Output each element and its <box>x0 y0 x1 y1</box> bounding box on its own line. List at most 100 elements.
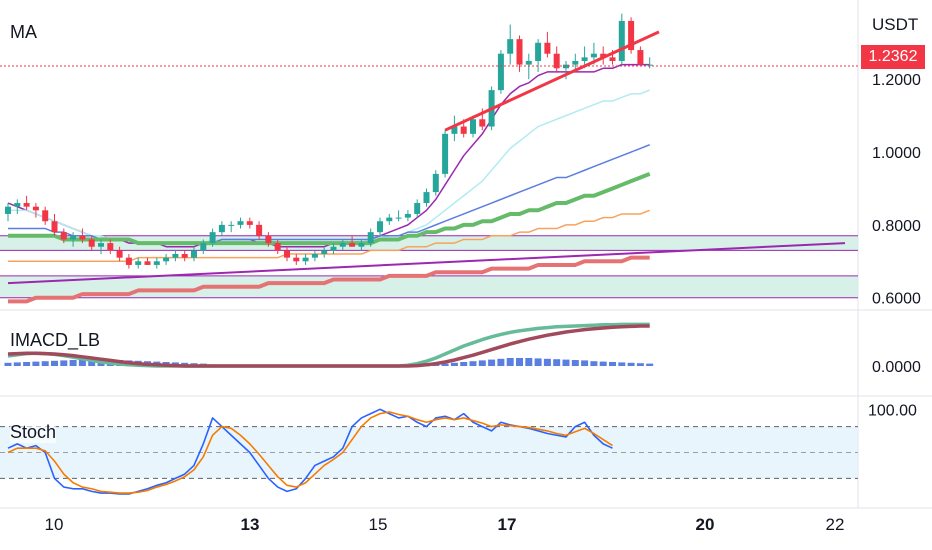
last-price-tag[interactable]: 1.2362 <box>861 45 925 69</box>
price-tick-label: 0.8000 <box>872 218 921 235</box>
candle-body <box>293 257 300 262</box>
candle-body <box>23 203 30 207</box>
macd-histogram-bar <box>534 358 542 366</box>
candle-body <box>321 250 328 255</box>
moving-average-line <box>8 89 650 244</box>
date-tick-label: 13 <box>241 515 260 534</box>
candle-body <box>377 221 383 233</box>
macd-histogram-bar <box>506 358 514 366</box>
macd-histogram-bar <box>88 359 96 366</box>
candle-body <box>479 119 486 127</box>
axes: 0.6000 0.8000 1.0000 1.2000 0.0000 100.00 10 13… <box>45 72 922 534</box>
macd-histogram-bar <box>41 361 49 366</box>
candle-body <box>209 232 216 244</box>
date-tick-label: 17 <box>498 515 517 534</box>
macd-label: IMACD_LB <box>10 330 101 351</box>
candle-body <box>590 53 597 58</box>
candle-body <box>70 235 77 240</box>
date-tick-label: 20 <box>696 515 715 534</box>
date-tick-label: 15 <box>369 515 388 534</box>
candle-body <box>451 126 458 134</box>
candle-body <box>525 60 532 65</box>
macd-histogram-bar <box>646 363 654 366</box>
candle-body <box>42 210 49 222</box>
macd-histogram-bar <box>478 360 486 366</box>
macd-histogram-bar <box>441 363 449 366</box>
trendline <box>444 30 660 132</box>
candle-body <box>339 243 346 247</box>
date-tick-label: 22 <box>826 515 845 534</box>
macd-histogram-bar <box>69 360 77 366</box>
candle-body <box>535 42 542 61</box>
moving-average-line <box>8 209 650 263</box>
moving-average-line <box>8 255 650 304</box>
macd-series-line <box>7 324 650 368</box>
macd-histogram-bar <box>571 360 579 366</box>
macd-histogram-bar <box>562 359 570 366</box>
candle-body <box>181 254 188 258</box>
candle-body <box>637 50 644 65</box>
candle-body <box>330 246 337 251</box>
candle-body <box>600 53 607 58</box>
macd-histogram-bar <box>23 362 31 366</box>
macd-histogram-bar <box>636 363 644 366</box>
support-zone <box>0 275 858 298</box>
candle-body <box>125 257 132 265</box>
macd-tick-label: 0.0000 <box>872 359 921 376</box>
candlesticks <box>5 13 653 269</box>
candle-body <box>618 20 625 61</box>
stoch-pane <box>0 408 858 495</box>
candle-body <box>246 221 253 225</box>
candle-body <box>646 64 653 66</box>
currency-label: USDT <box>872 15 919 34</box>
macd-histogram-bar <box>553 359 561 366</box>
candle-body <box>107 243 114 251</box>
candle-body <box>135 261 142 265</box>
macd-histogram-bar <box>460 362 468 366</box>
candle-body <box>460 126 467 134</box>
candle-body <box>79 235 86 240</box>
candle-body <box>284 250 290 258</box>
candle-body <box>5 206 11 214</box>
candle-body <box>367 232 374 244</box>
macd-histogram-bar <box>450 362 458 366</box>
candle-body <box>423 192 430 204</box>
candle-body <box>14 203 21 207</box>
macd-histogram-bar <box>590 361 598 366</box>
candle-body <box>628 20 635 51</box>
trendline <box>7 242 846 285</box>
candle-body <box>32 206 39 211</box>
candle-body <box>98 243 104 247</box>
candle-body <box>470 119 476 134</box>
candle-body <box>172 254 179 258</box>
candle-body <box>497 53 504 91</box>
candle-body <box>200 243 207 251</box>
candle-body <box>349 243 356 247</box>
moving-averages <box>7 63 651 304</box>
candle-body <box>274 243 281 251</box>
candle-body <box>51 221 58 233</box>
macd-histogram-bar <box>51 360 58 366</box>
candle-body <box>507 39 514 54</box>
price-tick-label: 1.0000 <box>872 145 921 162</box>
candle-body <box>395 217 402 219</box>
macd-histogram-bar <box>516 358 523 366</box>
stoch-label: Stoch <box>10 422 57 443</box>
candle-body <box>581 57 588 61</box>
moving-average-line <box>8 172 651 246</box>
candle-body <box>256 224 263 236</box>
candle-body <box>572 60 579 65</box>
candle-body <box>516 39 523 65</box>
stoch-tick-label: 100.00 <box>868 402 917 419</box>
candle-body <box>404 213 411 218</box>
candle-body <box>153 261 160 265</box>
date-tick-label: 10 <box>45 515 64 534</box>
candle-body <box>432 173 439 193</box>
macd-histogram-bar <box>60 360 68 366</box>
macd-histogram-bar <box>618 362 626 366</box>
macd-histogram-bar <box>525 358 533 366</box>
trendlines <box>0 30 858 285</box>
gridlines <box>0 0 932 509</box>
candle-body <box>609 57 616 61</box>
